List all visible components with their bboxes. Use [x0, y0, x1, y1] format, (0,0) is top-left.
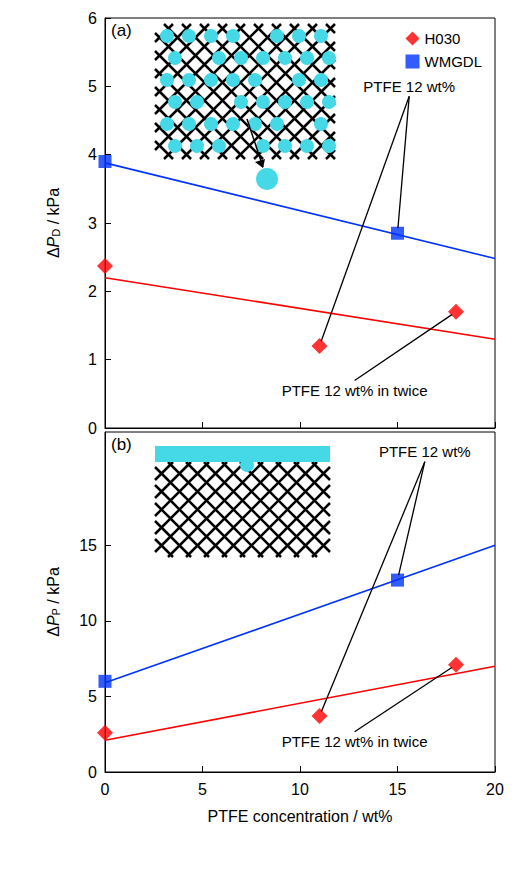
svg-text:20: 20 [486, 781, 504, 798]
svg-text:0: 0 [101, 781, 110, 798]
svg-text:/ kPa: / kPa [45, 188, 62, 229]
svg-text:5: 5 [198, 781, 207, 798]
svg-text:0: 0 [88, 764, 97, 781]
svg-text:/ kPa: / kPa [45, 567, 62, 608]
svg-text:P: P [45, 615, 62, 626]
svg-text:PTFE 12 wt%: PTFE 12 wt% [363, 78, 455, 95]
svg-text:Δ: Δ [45, 626, 62, 637]
svg-text:10: 10 [79, 612, 97, 629]
svg-text:0: 0 [88, 420, 97, 437]
svg-text:4: 4 [88, 146, 97, 163]
svg-text:PTFE concentration / wt%: PTFE concentration / wt% [208, 808, 393, 825]
svg-text:3: 3 [88, 215, 97, 232]
svg-text:6: 6 [88, 10, 97, 27]
svg-text:15: 15 [79, 537, 97, 554]
svg-text:P: P [45, 236, 62, 247]
svg-text:15: 15 [389, 781, 407, 798]
svg-text:Δ: Δ [45, 247, 62, 258]
svg-text:H030: H030 [425, 30, 461, 47]
svg-text:(a): (a) [111, 21, 132, 40]
svg-text:5: 5 [88, 688, 97, 705]
svg-text:PTFE 12 wt% in twice: PTFE 12 wt% in twice [282, 733, 428, 750]
svg-text:D: D [50, 229, 62, 237]
svg-text:PTFE 12 wt% in twice: PTFE 12 wt% in twice [282, 382, 428, 399]
svg-text:(b): (b) [111, 435, 132, 454]
svg-text:WMGDL: WMGDL [425, 53, 483, 70]
svg-text:P: P [50, 608, 62, 615]
svg-text:1: 1 [88, 351, 97, 368]
svg-text:5: 5 [88, 78, 97, 95]
svg-text:10: 10 [291, 781, 309, 798]
svg-text:2: 2 [88, 283, 97, 300]
svg-text:PTFE 12 wt%: PTFE 12 wt% [379, 443, 471, 460]
